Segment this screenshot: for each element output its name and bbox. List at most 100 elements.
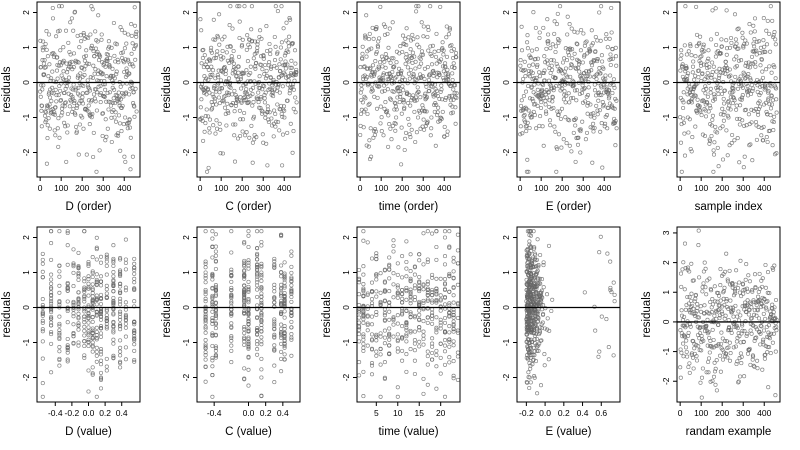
- data-point: [83, 53, 89, 58]
- data-point: [401, 98, 406, 103]
- data-point: [412, 313, 417, 318]
- data-point: [210, 295, 215, 300]
- data-point: [588, 48, 593, 54]
- data-point: [382, 32, 388, 37]
- point-group: [203, 229, 294, 399]
- data-point: [545, 41, 550, 46]
- data-point: [687, 322, 693, 327]
- data-point: [62, 101, 68, 106]
- data-point: [704, 370, 709, 375]
- data-point: [537, 329, 542, 334]
- data-point: [445, 67, 450, 72]
- data-point: [251, 85, 256, 90]
- data-point: [410, 50, 415, 55]
- data-point: [575, 142, 581, 147]
- data-point: [404, 287, 409, 293]
- data-point: [268, 66, 274, 71]
- data-point: [242, 325, 247, 330]
- data-point: [711, 64, 716, 69]
- data-point: [381, 73, 386, 78]
- data-point: [272, 347, 277, 352]
- data-point: [737, 334, 742, 339]
- data-point: [131, 90, 136, 95]
- data-point: [760, 339, 766, 344]
- data-point: [528, 245, 533, 250]
- data-point: [62, 90, 67, 96]
- data-point: [612, 292, 617, 297]
- data-point: [253, 66, 258, 71]
- data-point: [279, 282, 284, 287]
- data-point: [110, 100, 115, 105]
- data-point: [79, 39, 84, 44]
- data-point: [265, 110, 270, 115]
- data-point: [588, 125, 593, 130]
- data-point: [279, 349, 284, 354]
- data-point: [255, 262, 260, 267]
- data-point: [772, 114, 777, 119]
- data-point: [734, 323, 739, 328]
- data-point: [115, 131, 120, 136]
- data-point: [272, 332, 277, 337]
- data-point: [543, 98, 548, 104]
- data-point: [203, 364, 208, 369]
- data-point: [387, 309, 392, 314]
- data-point: [229, 307, 234, 312]
- data-point: [407, 76, 412, 81]
- data-point: [53, 105, 58, 110]
- data-point: [249, 4, 254, 9]
- data-point: [610, 90, 615, 96]
- data-point: [596, 90, 602, 95]
- data-point: [86, 304, 91, 309]
- data-point: [760, 284, 765, 289]
- data-point: [529, 329, 534, 334]
- data-point: [421, 342, 426, 347]
- data-point: [701, 98, 706, 103]
- data-point: [451, 315, 456, 320]
- data-point: [681, 105, 686, 111]
- data-point: [533, 252, 538, 258]
- data-point: [681, 116, 686, 121]
- data-point: [731, 314, 736, 319]
- data-point: [361, 264, 366, 269]
- data-point: [104, 294, 109, 300]
- data-point: [272, 323, 277, 328]
- data-point: [100, 111, 106, 116]
- data-point: [592, 115, 597, 120]
- data-point: [259, 285, 264, 290]
- data-point: [580, 119, 585, 124]
- data-point: [715, 130, 720, 135]
- data-point: [42, 58, 47, 63]
- data-point: [535, 237, 540, 242]
- data-point: [680, 65, 685, 70]
- data-point: [426, 27, 431, 33]
- data-point: [206, 165, 211, 170]
- data-point: [438, 115, 443, 120]
- data-point: [593, 93, 599, 98]
- data-point: [66, 66, 71, 71]
- data-point: [757, 99, 762, 104]
- data-point: [274, 65, 279, 70]
- data-point: [82, 324, 87, 329]
- data-point: [68, 20, 73, 25]
- data-point: [382, 83, 387, 88]
- y-tick-label: -1: [501, 113, 511, 121]
- data-point: [49, 314, 54, 319]
- data-point: [679, 169, 684, 174]
- data-point: [242, 295, 247, 301]
- data-point: [117, 121, 123, 126]
- data-point: [358, 111, 364, 117]
- data-point: [289, 291, 294, 296]
- data-point: [451, 373, 456, 378]
- data-point: [412, 329, 417, 334]
- data-point: [433, 54, 439, 59]
- x-axis-label: C (value): [225, 426, 272, 438]
- data-point: [430, 321, 435, 326]
- data-point: [455, 330, 460, 335]
- data-point: [359, 97, 364, 103]
- data-point: [282, 309, 287, 314]
- data-point: [369, 290, 375, 295]
- data-point: [451, 307, 456, 312]
- data-point: [264, 48, 270, 54]
- data-point: [605, 251, 610, 256]
- data-point: [40, 329, 45, 334]
